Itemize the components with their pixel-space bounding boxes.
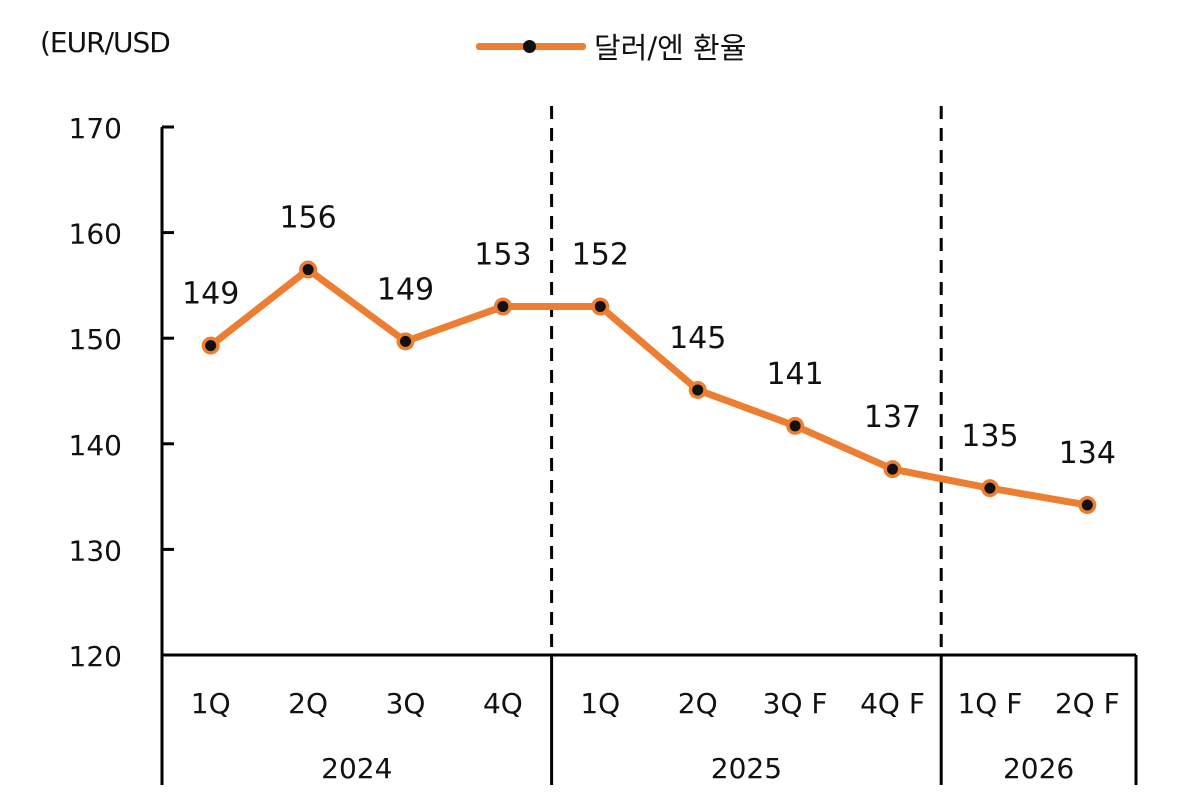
data-label: 141 [766,357,823,392]
x-tick-label: 2Q F [1055,687,1120,720]
x-tick-label: 2Q [678,687,718,720]
series-line [207,266,1091,509]
y-tick-label: 130 [69,534,122,567]
x-tick-label: 3Q F [763,687,828,720]
x-tick-label: 3Q [386,687,426,720]
x-tick-label: 2Q [288,687,328,720]
data-point [789,420,801,432]
data-label: 134 [1059,436,1116,471]
group-label: 2024 [321,752,392,785]
data-label: 149 [182,277,239,312]
data-point [302,264,314,276]
x-tick-label: 4Q F [860,687,925,720]
y-tick-label: 150 [69,323,122,356]
data-label: 156 [279,201,336,236]
data-point [205,340,217,352]
y-tick-label: 120 [69,640,122,673]
x-tick-label: 1Q [580,687,620,720]
group-label: 2026 [1003,752,1074,785]
y-tick-label: 170 [69,112,122,145]
y-axis-unit-label: (EUR/USD [40,26,171,59]
x-tick-label: 1Q F [957,687,1022,720]
data-point [984,482,996,494]
data-label: 149 [377,272,434,307]
data-point [692,384,704,396]
data-point [887,463,898,475]
legend-label: 달러/엔 환율 [594,31,747,65]
group-label: 2025 [711,752,782,785]
x-tick-label: 1Q [191,687,231,720]
legend-line-marker-icon [476,24,586,68]
data-label: 145 [669,321,726,356]
x-tick-label: 4Q [483,687,523,720]
data-label: 153 [474,238,531,273]
y-tick-label: 160 [69,218,122,251]
data-point [1081,499,1093,511]
data-label: 135 [961,419,1018,454]
data-point [497,301,509,313]
data-point [400,335,411,347]
data-label: 137 [864,400,921,435]
legend: 달러/엔 환율 [476,24,746,68]
y-tick-label: 140 [69,429,122,462]
data-point [594,301,606,313]
data-label: 152 [572,238,629,273]
